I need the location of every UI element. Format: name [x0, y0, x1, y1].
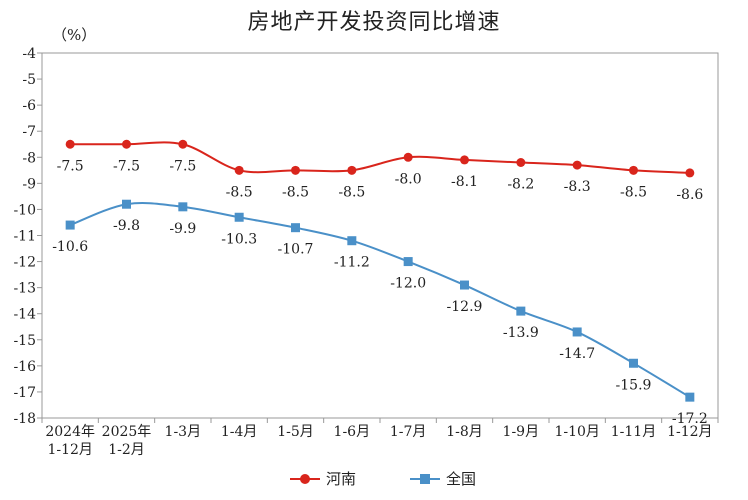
- series-line-1: [69, 202, 691, 398]
- data-label: -10.3: [221, 231, 257, 247]
- y-tick-label: -6: [22, 98, 36, 114]
- legend-item-henan: 河南: [290, 468, 356, 489]
- y-tick-label: -5: [22, 72, 36, 88]
- data-point: [685, 392, 695, 402]
- y-tick-label: -15: [13, 333, 36, 349]
- data-point: [460, 280, 469, 290]
- y-tick-label: -12: [13, 255, 36, 271]
- data-point: [629, 165, 638, 175]
- data-point: [403, 152, 413, 162]
- data-label: -7.5: [57, 158, 84, 174]
- y-tick-label: -8: [22, 150, 36, 166]
- legend-label-henan: 河南: [326, 470, 357, 488]
- data-label: -9.8: [113, 218, 140, 234]
- data-point: [347, 236, 357, 246]
- x-tick-label: 1-3月: [165, 424, 202, 440]
- y-tick-label: -9: [22, 176, 36, 192]
- data-point: [572, 160, 582, 170]
- y-tick-label: -18: [13, 411, 36, 427]
- legend: 河南 全国: [0, 468, 748, 490]
- x-tick-label: 2025年: [102, 424, 152, 440]
- plot-frame: [41, 52, 719, 419]
- x-tick-label: 1-10月: [554, 424, 599, 440]
- data-label: -9.9: [169, 221, 196, 237]
- data-label: -8.6: [676, 187, 703, 203]
- data-label: -7.5: [113, 158, 140, 174]
- x-tick-label: 1-7月: [390, 424, 427, 440]
- data-label: -10.6: [52, 239, 88, 255]
- y-tick-label: -17: [13, 385, 36, 401]
- data-point: [178, 202, 188, 212]
- y-tick-label: -4: [22, 46, 36, 62]
- x-tick-label: 1-12月: [667, 424, 712, 440]
- data-point: [234, 212, 244, 222]
- data-point: [122, 199, 131, 209]
- data-point: [291, 165, 300, 175]
- data-label: -14.7: [559, 346, 595, 362]
- unit-label: （%）: [52, 26, 97, 44]
- data-label: -17.2: [672, 411, 708, 427]
- data-point: [572, 327, 582, 337]
- legend-item-national: 全国: [410, 468, 476, 489]
- data-point: [403, 257, 413, 267]
- y-tick-label: -7: [22, 124, 36, 140]
- y-tick-label: -16: [13, 359, 36, 375]
- y-tick-label: -11: [13, 229, 36, 245]
- x-tick-label: 1-12月: [47, 442, 92, 458]
- y-tick-label: -13: [13, 281, 36, 297]
- data-point: [629, 358, 638, 368]
- data-point: [460, 155, 469, 165]
- data-label: -8.1: [451, 174, 478, 190]
- data-label: -8.5: [338, 184, 365, 200]
- x-tick-label: 1-9月: [503, 424, 540, 440]
- data-point: [65, 139, 75, 149]
- data-label: -15.9: [616, 377, 652, 393]
- y-tick-label: -14: [13, 307, 36, 323]
- data-label: -8.5: [226, 184, 253, 200]
- data-label: -12.9: [447, 299, 483, 315]
- data-point: [178, 139, 188, 149]
- data-label: -7.5: [169, 158, 196, 174]
- data-label: -8.5: [282, 184, 309, 200]
- x-tick-label: 1-2月: [108, 442, 145, 458]
- data-point: [347, 165, 357, 175]
- data-point: [291, 223, 300, 233]
- chart-title: 房地产开发投资同比增速: [247, 10, 501, 35]
- data-point: [516, 306, 526, 316]
- data-point: [685, 168, 695, 178]
- line-chart: -4 -5 -6 -7 -8 -9 -10 -11 -12 -13 -14 -15 -16 -17 -18 2…: [13, 46, 719, 458]
- x-tick-label: 1-6月: [334, 424, 371, 440]
- x-tick-label: 1-11月: [611, 424, 656, 440]
- data-label: -11.2: [334, 255, 370, 271]
- x-tick-label: 2024年: [45, 424, 95, 440]
- x-tick-label: 1-4月: [221, 424, 258, 440]
- legend-marker-square-icon: [410, 473, 440, 484]
- data-point: [234, 165, 244, 175]
- data-point: [122, 139, 131, 149]
- series-line-0: [70, 141, 690, 174]
- data-point: [65, 220, 75, 230]
- data-point: [516, 158, 526, 167]
- data-label: -8.2: [507, 177, 534, 193]
- data-label: -13.9: [503, 325, 539, 341]
- data-label: -8.0: [395, 171, 422, 187]
- legend-label-national: 全国: [446, 470, 477, 488]
- legend-marker-circle-icon: [290, 473, 320, 484]
- y-tick-label: -10: [13, 202, 36, 218]
- data-label: -8.3: [564, 179, 591, 195]
- data-label: -12.0: [390, 276, 426, 292]
- x-tick-label: 1-8月: [446, 424, 483, 440]
- x-tick-label: 1-5月: [277, 424, 314, 440]
- data-label: -8.5: [620, 184, 647, 200]
- data-label: -10.7: [278, 242, 314, 258]
